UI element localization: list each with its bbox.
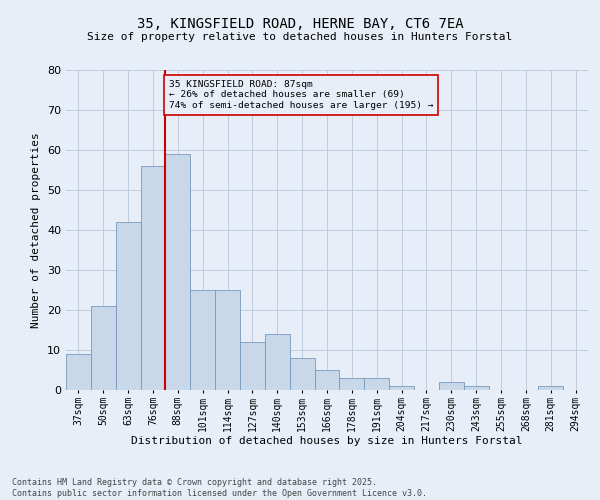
Bar: [290, 358, 314, 390]
Bar: [538, 386, 563, 390]
Bar: [116, 222, 140, 390]
Bar: [91, 306, 116, 390]
Text: Size of property relative to detached houses in Hunters Forstal: Size of property relative to detached ho…: [88, 32, 512, 42]
Bar: [314, 370, 340, 390]
Bar: [215, 290, 240, 390]
Bar: [166, 154, 190, 390]
Bar: [265, 334, 290, 390]
Bar: [464, 386, 488, 390]
Bar: [190, 290, 215, 390]
Bar: [389, 386, 414, 390]
X-axis label: Distribution of detached houses by size in Hunters Forstal: Distribution of detached houses by size …: [131, 436, 523, 446]
Bar: [66, 354, 91, 390]
Text: 35 KINGSFIELD ROAD: 87sqm
← 26% of detached houses are smaller (69)
74% of semi-: 35 KINGSFIELD ROAD: 87sqm ← 26% of detac…: [169, 80, 434, 110]
Text: 35, KINGSFIELD ROAD, HERNE BAY, CT6 7EA: 35, KINGSFIELD ROAD, HERNE BAY, CT6 7EA: [137, 18, 463, 32]
Bar: [439, 382, 464, 390]
Text: Contains HM Land Registry data © Crown copyright and database right 2025.
Contai: Contains HM Land Registry data © Crown c…: [12, 478, 427, 498]
Bar: [364, 378, 389, 390]
Bar: [240, 342, 265, 390]
Bar: [340, 378, 364, 390]
Bar: [140, 166, 166, 390]
Y-axis label: Number of detached properties: Number of detached properties: [31, 132, 41, 328]
